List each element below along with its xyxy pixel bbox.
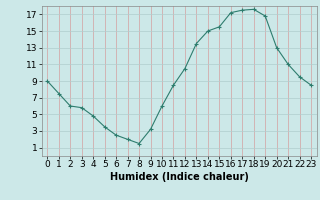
X-axis label: Humidex (Indice chaleur): Humidex (Indice chaleur) — [110, 172, 249, 182]
